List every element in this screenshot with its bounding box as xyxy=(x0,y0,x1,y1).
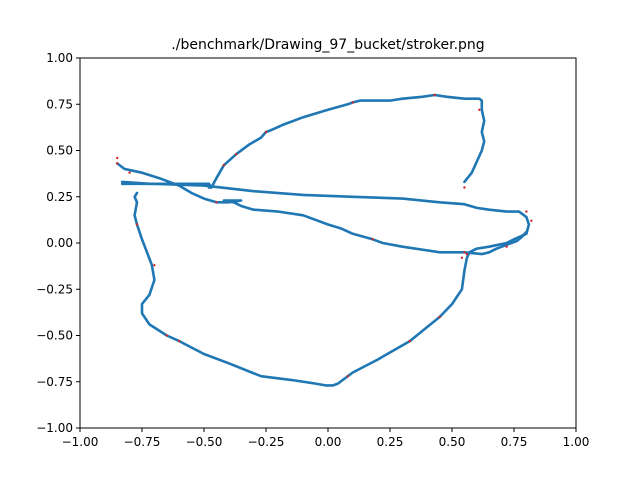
y-tick-label: −0.25 xyxy=(36,282,73,296)
sample-marker-15 xyxy=(178,339,181,343)
stroke-series-4 xyxy=(115,162,528,256)
y-tick-label: 0.00 xyxy=(46,236,73,250)
sample-marker-7 xyxy=(222,164,225,167)
x-axis: −1.00 −0.75 −0.50 −0.25 0.00 0.25 0.50 0.75 1.00 xyxy=(62,428,590,449)
y-tick-label: 0.25 xyxy=(46,190,73,204)
sample-marker-25 xyxy=(465,252,469,256)
sample-marker-21 xyxy=(371,238,374,241)
plot-area xyxy=(115,93,533,387)
x-tick-label: −0.75 xyxy=(124,435,161,449)
x-tick-label: −1.00 xyxy=(62,435,99,449)
sample-marker-8 xyxy=(215,201,218,204)
sample-marker-11 xyxy=(128,171,131,174)
y-tick-label: −0.50 xyxy=(36,329,73,343)
x-tick-label: 0.75 xyxy=(501,435,528,449)
sample-marker-1 xyxy=(463,186,466,189)
sample-marker-3 xyxy=(433,93,436,97)
sample-marker-22 xyxy=(505,245,508,248)
stroke-series-1 xyxy=(207,93,486,189)
sample-marker-13 xyxy=(153,264,156,267)
sample-marker-5 xyxy=(264,130,268,134)
y-tick-label: −1.00 xyxy=(36,421,73,435)
y-tick-label: 0.50 xyxy=(46,144,73,158)
sample-marker-14 xyxy=(165,334,168,337)
sample-marker-24 xyxy=(530,219,533,222)
x-tick-label: 0.25 xyxy=(377,435,404,449)
sample-marker-19 xyxy=(463,251,466,254)
sample-marker-12 xyxy=(135,223,139,226)
sample-marker-2 xyxy=(478,108,481,112)
chart-title: ./benchmark/Drawing_97_bucket/stroker.pn… xyxy=(171,37,484,53)
sample-marker-4 xyxy=(351,101,354,104)
x-tick-label: 1.00 xyxy=(563,435,590,449)
sample-marker-10 xyxy=(116,162,119,165)
x-tick-label: −0.25 xyxy=(248,435,285,449)
y-axis: −1.00 −0.75 −0.50 −0.25 0.00 0.25 0.50 0.75 1.00 xyxy=(36,51,80,435)
y-tick-label: 1.00 xyxy=(46,51,73,65)
y-tick-label: 0.75 xyxy=(46,97,73,111)
sample-marker-6 xyxy=(235,153,238,156)
stroke-series-3 xyxy=(120,182,531,387)
x-tick-label: 0.50 xyxy=(439,435,466,449)
sample-marker-18 xyxy=(438,315,441,319)
sample-marker-16 xyxy=(346,375,349,378)
x-tick-label: −0.50 xyxy=(186,435,223,449)
y-tick-label: −0.75 xyxy=(36,375,73,389)
sample-marker-23 xyxy=(525,210,528,213)
x-tick-label: 0.00 xyxy=(315,435,342,449)
sample-marker-9 xyxy=(116,156,119,160)
sample-marker-20 xyxy=(460,256,464,259)
sample-marker-17 xyxy=(408,339,411,343)
